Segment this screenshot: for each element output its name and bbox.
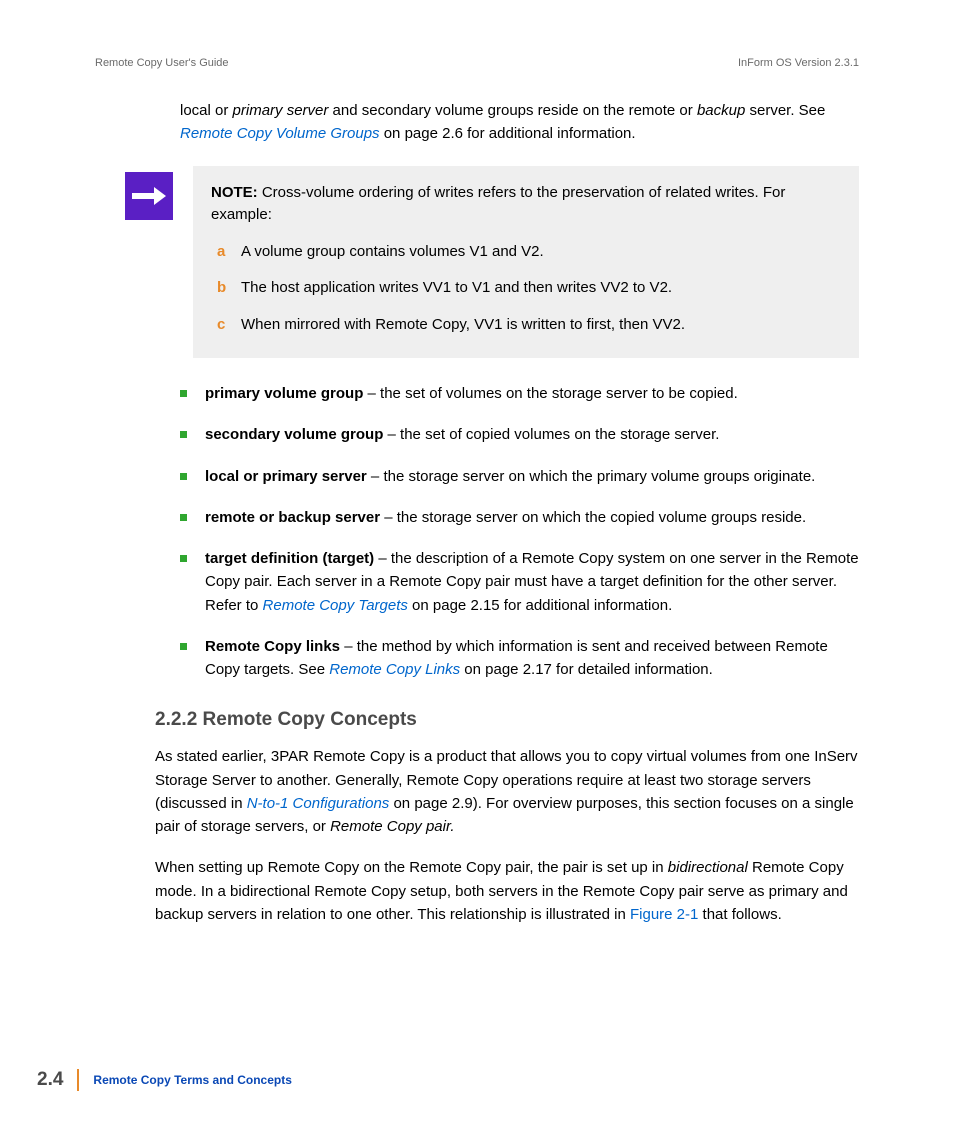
section-p2: When setting up Remote Copy on the Remot… (155, 856, 859, 926)
header-right: InForm OS Version 2.3.1 (738, 57, 859, 69)
note-arrow-icon (125, 172, 173, 220)
note-text: When mirrored with Remote Copy, VV1 is w… (241, 314, 685, 337)
page-header: Remote Copy User's Guide InForm OS Versi… (95, 57, 859, 69)
bullet-icon (180, 555, 187, 562)
definition-term: secondary volume group (205, 426, 383, 443)
definition-item: local or primary server – the storage se… (180, 465, 859, 488)
bullet-icon (180, 473, 187, 480)
note-block: NOTE: Cross-volume ordering of writes re… (125, 166, 859, 359)
footer-divider (77, 1069, 79, 1091)
section-heading: 2.2.2 Remote Copy Concepts (155, 709, 859, 731)
note-text: A volume group contains volumes V1 and V… (241, 241, 544, 264)
link-nto1[interactable]: N-to-1 Configurations (247, 795, 390, 812)
definition-term: Remote Copy links (205, 638, 340, 655)
definition-term: local or primary server (205, 468, 367, 485)
note-item: bThe host application writes VV1 to V1 a… (211, 277, 841, 300)
definition-item: remote or backup server – the storage se… (180, 506, 859, 529)
note-text: The host application writes VV1 to V1 an… (241, 277, 672, 300)
definition-term: target definition (target) (205, 550, 374, 567)
definition-item: secondary volume group – the set of copi… (180, 423, 859, 446)
section-p1: As stated earlier, 3PAR Remote Copy is a… (155, 745, 859, 838)
note-marker: a (217, 241, 241, 264)
definition-term: remote or backup server (205, 509, 380, 526)
bullet-icon (180, 514, 187, 521)
definition-item: Remote Copy links – the method by which … (180, 635, 859, 682)
note-lead: NOTE: Cross-volume ordering of writes re… (211, 182, 841, 227)
definition-item: primary volume group – the set of volume… (180, 382, 859, 405)
bullet-icon (180, 643, 187, 650)
link-figure[interactable]: Figure 2-1 (630, 906, 698, 923)
header-left: Remote Copy User's Guide (95, 57, 229, 69)
note-marker: c (217, 314, 241, 337)
note-item: cWhen mirrored with Remote Copy, VV1 is … (211, 314, 841, 337)
definition-link[interactable]: Remote Copy Links (329, 661, 460, 678)
note-item: aA volume group contains volumes V1 and … (211, 241, 841, 264)
note-marker: b (217, 277, 241, 300)
page-number: 2.4 (37, 1069, 77, 1091)
intro-paragraph: local or primary server and secondary vo… (180, 99, 859, 146)
definition-item: target definition (target) – the descrip… (180, 547, 859, 617)
bullet-icon (180, 431, 187, 438)
bullet-icon (180, 390, 187, 397)
note-body: NOTE: Cross-volume ordering of writes re… (193, 166, 859, 359)
footer-title: Remote Copy Terms and Concepts (93, 1073, 291, 1087)
definition-term: primary volume group (205, 385, 363, 402)
page-footer: 2.4 Remote Copy Terms and Concepts (37, 1069, 292, 1091)
link-volume-groups[interactable]: Remote Copy Volume Groups (180, 125, 380, 142)
definition-link[interactable]: Remote Copy Targets (263, 597, 408, 614)
